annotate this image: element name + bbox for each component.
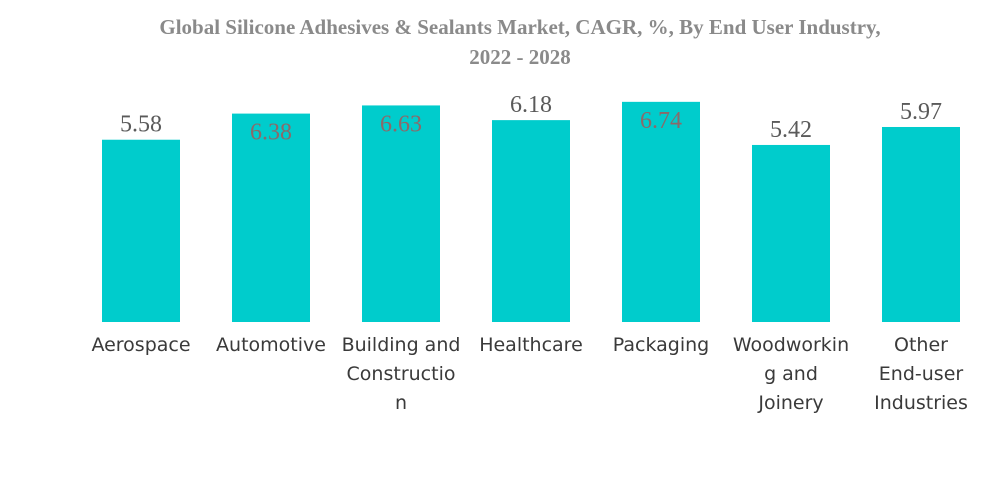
bar-5 (622, 101, 700, 322)
category-label-line: Aerospace (91, 334, 190, 356)
bar-4 (492, 120, 570, 322)
category-label-line: Other (894, 334, 948, 356)
value-label-5: 6.74 (640, 108, 682, 134)
value-label-7: 5.97 (900, 99, 942, 125)
category-label-1: Aerospace (91, 334, 190, 356)
bar-3 (362, 105, 440, 322)
category-label-line: Joinery (757, 392, 823, 414)
bar-1 (102, 139, 180, 322)
category-label-line: End-user (879, 363, 964, 385)
category-label-line: Constructio (347, 363, 456, 385)
value-label-1: 5.58 (120, 112, 162, 138)
chart-title-line-2: 2022 - 2028 (469, 45, 571, 69)
category-label-line: Healthcare (479, 334, 583, 356)
chart-title-line-1: Global Silicone Adhesives & Sealants Mar… (159, 15, 881, 39)
category-label-2: Automotive (216, 334, 326, 356)
category-label-3: Building and Constructio n (342, 334, 461, 414)
category-label-7: Other End-user Industries (874, 334, 968, 414)
value-label-2: 6.38 (250, 120, 292, 146)
category-label-4: Healthcare (479, 334, 583, 356)
category-label-5: Packaging (613, 334, 709, 356)
category-label-6: Woodworkin g and Joinery (733, 334, 849, 414)
category-label-line: n (395, 392, 407, 414)
category-label-line: Packaging (613, 334, 709, 356)
value-label-6: 5.42 (770, 117, 812, 143)
category-label-line: Automotive (216, 334, 326, 356)
category-label-line: Woodworkin (733, 334, 849, 356)
value-label-3: 6.63 (380, 111, 422, 137)
category-label-line: g and (764, 363, 818, 385)
category-label-line: Building and (342, 334, 461, 356)
value-label-4: 6.18 (510, 92, 552, 118)
chart-title: Global Silicone Adhesives & Sealants Mar… (40, 12, 1000, 72)
category-label-line: Industries (874, 392, 968, 414)
bar-6 (752, 144, 830, 322)
bar-7 (882, 126, 960, 323)
bar-2 (232, 113, 310, 323)
